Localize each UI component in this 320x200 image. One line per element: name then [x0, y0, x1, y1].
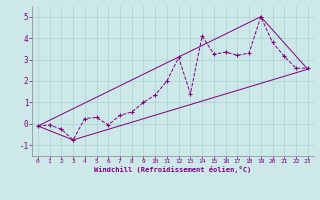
X-axis label: Windchill (Refroidissement éolien,°C): Windchill (Refroidissement éolien,°C)	[94, 166, 252, 173]
